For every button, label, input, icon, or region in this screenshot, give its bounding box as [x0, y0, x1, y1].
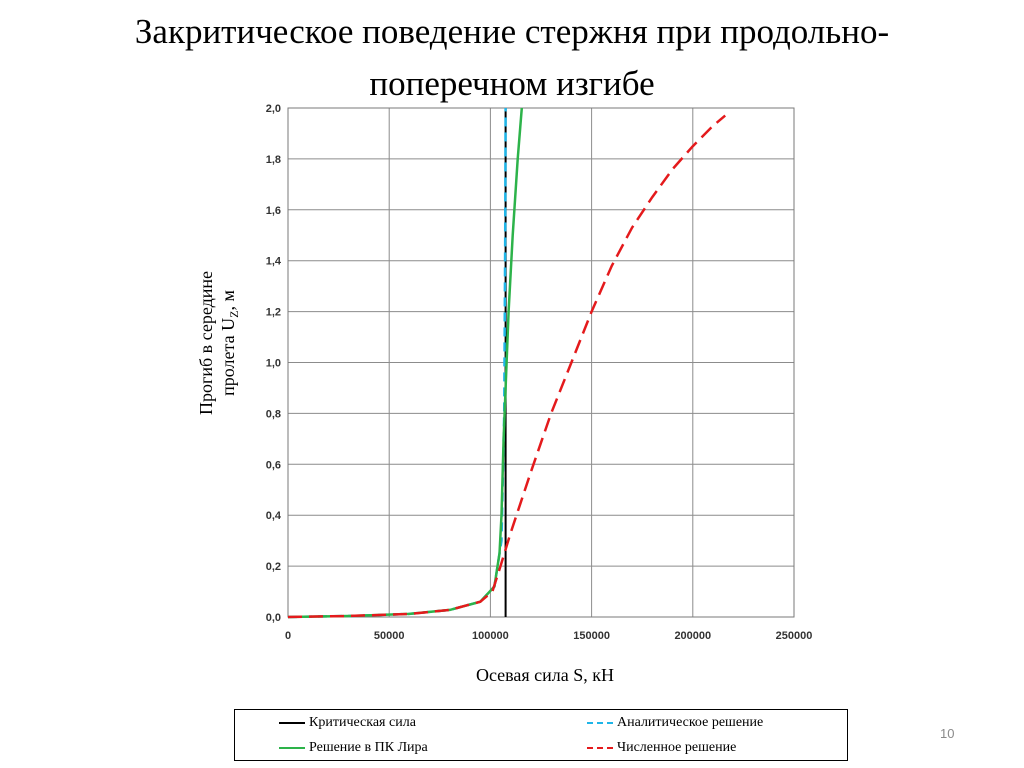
legend-label-analytical: Аналитическое решение: [617, 715, 764, 730]
plot-area-border: [287, 107, 795, 618]
slide-title-line-1: Закритическое поведение стержня при прод…: [134, 12, 890, 51]
legend-swatch-analytical: [587, 722, 613, 724]
y-tick-label: 1,2: [266, 307, 281, 319]
y-tick-label: 2,0: [266, 103, 281, 115]
legend-label-numerical: Численное решение: [617, 740, 737, 755]
legend-item-numerical: Численное решение: [587, 738, 736, 758]
y-tick-label: 0,6: [266, 459, 281, 471]
line-chart: 0 50000 100000 150000 200000 250000 0,0 0,2 0,4 0…: [196, 103, 813, 685]
y-axis-title-line-1: Прогиб в середине: [196, 271, 216, 415]
legend-item-lira: Решение в ПК Лира: [279, 738, 428, 758]
legend-item-analytical: Аналитическое решение: [587, 713, 763, 733]
y-axis-title: Прогиб в середине пролета UZ, м: [196, 271, 241, 415]
x-tick-label: 100000: [472, 630, 509, 642]
legend-swatch-critical: [279, 722, 305, 724]
y-tick-label: 1,8: [266, 154, 281, 166]
slide-title: Закритическое поведение стержня при прод…: [40, 6, 984, 110]
legend-item-critical: Критическая сила: [279, 713, 416, 733]
x-tick-label: 50000: [374, 630, 405, 642]
chart-legend: Критическая сила Аналитическое решение Р…: [234, 709, 848, 761]
legend-swatch-lira: [279, 747, 305, 749]
x-tick-label: 150000: [573, 630, 610, 642]
legend-label-lira: Решение в ПК Лира: [309, 740, 428, 755]
y-tick-label: 1,6: [266, 205, 281, 217]
y-tick-label: 1,0: [266, 358, 281, 370]
y-tick-label: 0,4: [266, 510, 282, 522]
legend-swatch-numerical: [587, 747, 613, 749]
slide-title-line-2: поперечном изгибе: [369, 64, 655, 103]
y-tick-label: 1,4: [266, 256, 282, 268]
y-tick-label: 0,2: [266, 561, 281, 573]
y-axis-title-line-2: пролета UZ, м: [218, 290, 241, 396]
y-tick-label: 0,8: [266, 408, 281, 420]
x-axis-title: Осевая сила S, кН: [476, 665, 614, 685]
slide-number: 10: [940, 726, 955, 741]
x-tick-label: 0: [285, 630, 291, 642]
y-tick-label: 0,0: [266, 612, 281, 624]
x-tick-label: 250000: [776, 630, 813, 642]
x-tick-label: 200000: [674, 630, 711, 642]
legend-label-critical: Критическая сила: [309, 715, 416, 730]
